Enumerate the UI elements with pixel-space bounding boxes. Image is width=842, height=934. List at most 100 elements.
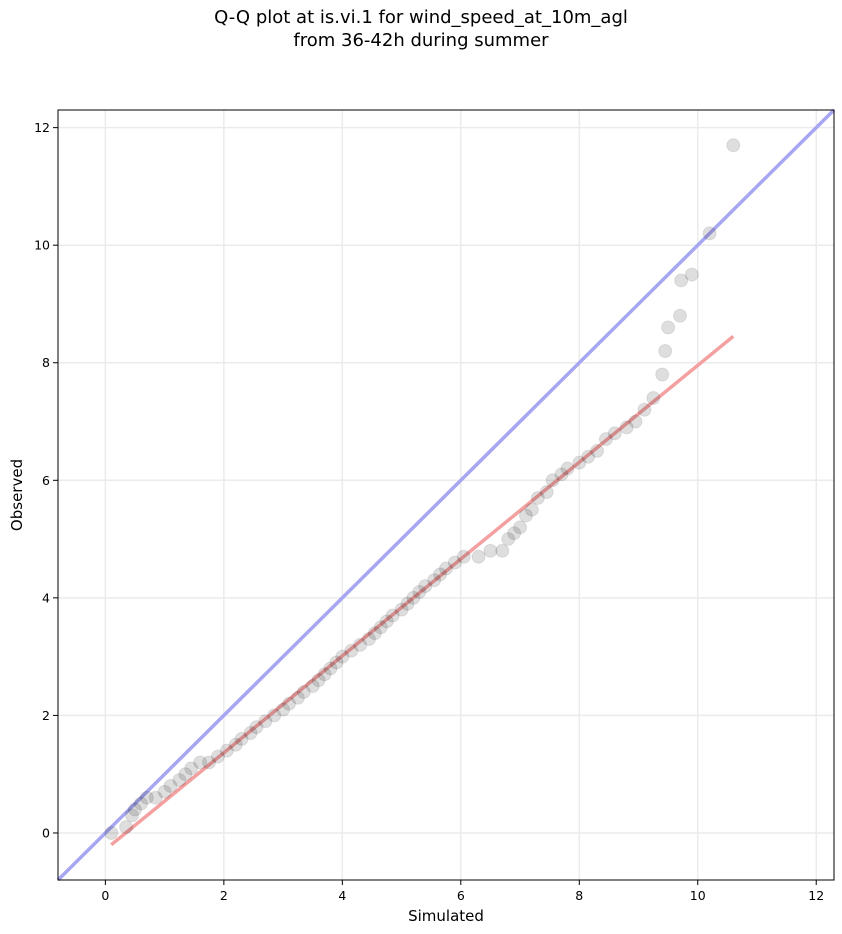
data-point (530, 490, 545, 505)
one-to-one-reference-line (56, 108, 836, 882)
y-tick-label: 12 (34, 120, 50, 135)
data-point (539, 485, 554, 500)
data-point (637, 402, 652, 417)
data-point (234, 731, 249, 746)
data-point (433, 567, 448, 582)
y-tick-label: 6 (42, 473, 50, 488)
x-axis-label: Simulated (408, 907, 484, 925)
data-point (249, 720, 264, 735)
axis-ticks: 0 2 4 6 8 10 12 0 2 4 6 8 10 12 (34, 120, 824, 903)
x-tick-label: 4 (338, 888, 346, 903)
data-point (483, 543, 498, 558)
data-point (590, 443, 605, 458)
data-point (628, 414, 643, 429)
data-point (646, 391, 661, 406)
data-point (726, 138, 741, 153)
data-point (400, 596, 415, 611)
y-tick-label: 8 (42, 355, 50, 370)
data-point (471, 549, 486, 564)
y-tick-label: 2 (42, 708, 50, 723)
data-point (282, 696, 297, 711)
data-point (228, 737, 243, 752)
data-point (373, 620, 388, 635)
data-point (258, 714, 273, 729)
data-point (619, 420, 634, 435)
x-tick-label: 2 (220, 888, 228, 903)
data-point (193, 755, 208, 770)
data-point (344, 643, 359, 658)
y-tick-label: 10 (34, 238, 50, 253)
data-point (267, 708, 282, 723)
data-point (243, 726, 258, 741)
data-point (296, 684, 311, 699)
data-point (219, 743, 234, 758)
data-point (598, 432, 613, 447)
data-point (157, 784, 172, 799)
x-tick-label: 10 (690, 888, 706, 903)
data-point (178, 767, 193, 782)
data-point (385, 608, 400, 623)
chart-title-line-1: Q-Q plot at is.vi.1 for wind_speed_at_10… (214, 7, 628, 28)
data-point (501, 532, 516, 547)
plot-area-frame (57, 109, 835, 881)
data-point (560, 461, 575, 476)
reference-lines (56, 108, 836, 882)
data-point (545, 473, 560, 488)
data-point (672, 308, 687, 323)
chart-title-line-2: from 36-42h during summer (293, 30, 549, 51)
data-point (495, 543, 510, 558)
data-point (427, 573, 442, 588)
data-point (507, 526, 522, 541)
data-point (172, 773, 187, 788)
data-point (513, 520, 528, 535)
data-point (305, 679, 320, 694)
data-point (353, 637, 368, 652)
data-point (148, 790, 163, 805)
data-point (276, 702, 291, 717)
data-point (119, 820, 134, 835)
data-point (323, 661, 338, 676)
y-tick-label: 0 (42, 825, 50, 840)
data-point (406, 590, 421, 605)
data-point (674, 273, 689, 288)
data-point (163, 778, 178, 793)
data-point (439, 561, 453, 576)
data-point (394, 602, 409, 617)
x-tick-label: 0 (101, 888, 109, 903)
data-point (202, 755, 217, 770)
data-points (104, 138, 741, 840)
data-point (447, 555, 462, 570)
x-tick-label: 6 (457, 888, 465, 903)
data-point (418, 579, 433, 594)
data-point (379, 614, 394, 629)
data-point (133, 796, 148, 811)
data-point (607, 426, 622, 441)
data-point (367, 626, 382, 641)
data-point (684, 267, 699, 282)
data-point (184, 761, 199, 776)
data-point (456, 549, 471, 564)
data-point (128, 802, 143, 817)
data-point (361, 632, 376, 647)
data-point (290, 690, 305, 705)
data-point (329, 655, 344, 670)
data-point (655, 367, 670, 382)
data-point (658, 343, 673, 358)
data-point (554, 467, 569, 482)
data-point (702, 226, 717, 241)
data-point (412, 584, 427, 599)
data-point (524, 502, 539, 517)
data-point (210, 749, 225, 764)
fit-line (110, 334, 735, 847)
data-point (581, 449, 596, 464)
x-tick-label: 8 (575, 888, 583, 903)
x-tick-label: 12 (808, 888, 824, 903)
data-point (139, 790, 154, 805)
y-axis-label: Observed (8, 459, 26, 531)
data-point (572, 455, 587, 470)
data-point (104, 825, 119, 840)
y-tick-label: 4 (42, 590, 50, 605)
chart-title: Q-Q plot at is.vi.1 for wind_speed_at_10… (0, 6, 842, 52)
data-point (335, 649, 350, 664)
